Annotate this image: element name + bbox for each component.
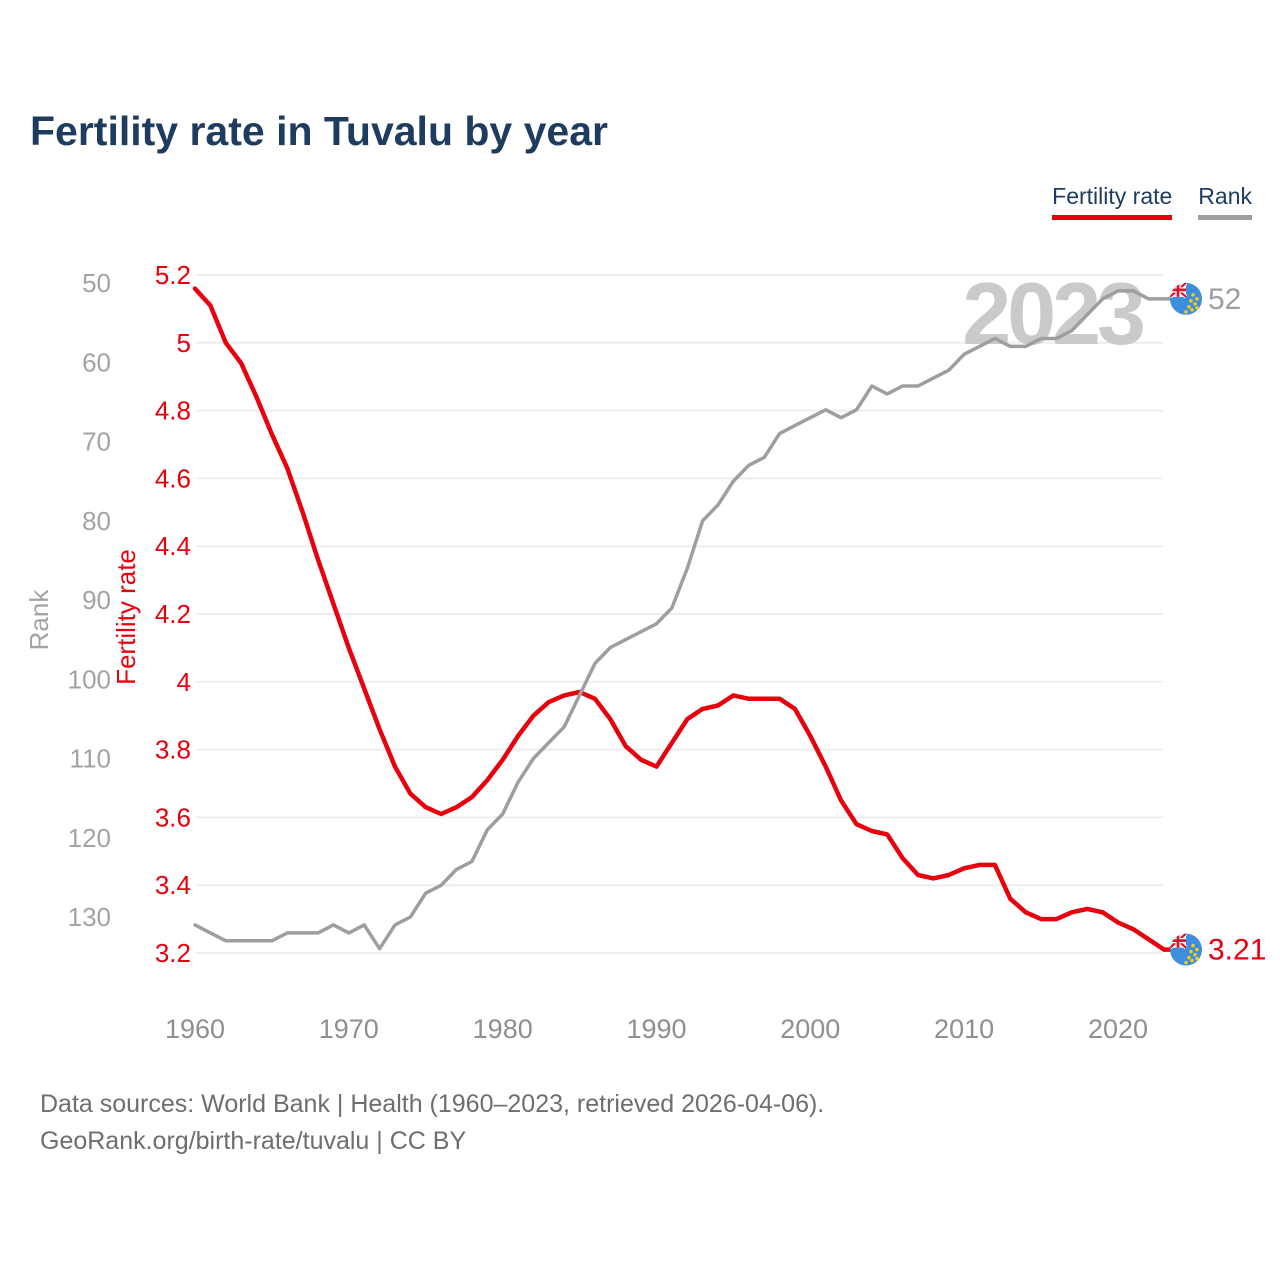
legend-item-rank[interactable]: Rank <box>1198 183 1252 220</box>
flag-star <box>1190 308 1194 312</box>
flag-star <box>1184 310 1188 314</box>
flag-star <box>1187 955 1191 960</box>
rank-end-label: 52 <box>1208 283 1241 316</box>
flag-star <box>1184 960 1188 965</box>
fertility-axis-tick: 5 <box>177 328 191 358</box>
flag-star <box>1195 306 1199 310</box>
x-axis-tick: 2010 <box>934 1014 994 1044</box>
rank-axis-tick: 80 <box>82 506 111 536</box>
rank-axis-tick: 120 <box>68 823 111 853</box>
fertility-rank-chart: 2023 5.2 5 4.8 4.6 4.4 4.2 4 3.8 3.6 3.4 3.2 50 60 70 8… <box>24 260 1266 1044</box>
page-title: Fertility rate in Tuvalu by year <box>30 108 608 154</box>
flag-star <box>1195 947 1199 952</box>
fertility-axis-tick: 3.6 <box>155 802 191 832</box>
data-sources-line: Data sources: World Bank | Health (1960–… <box>40 1090 825 1118</box>
fertility-axis-tick: 3.8 <box>155 735 191 765</box>
x-axis-tick: 1980 <box>473 1014 533 1044</box>
legend-label-rank: Rank <box>1198 183 1252 209</box>
tuvalu-flag-icon <box>1170 933 1202 966</box>
fertility-axis-tick: 4.2 <box>155 599 191 629</box>
fertility-axis-tick: 4.8 <box>155 396 191 426</box>
x-axis-tick: 2020 <box>1088 1014 1148 1044</box>
fertility-axis-tick: 3.2 <box>155 938 191 968</box>
rank-axis-tick: 50 <box>82 268 111 298</box>
flag-star <box>1193 302 1197 306</box>
fertility-axis-tick: 3.4 <box>155 870 191 900</box>
legend-item-fertility-rate[interactable]: Fertility rate <box>1052 183 1173 220</box>
x-axis-tick: 1990 <box>626 1014 686 1044</box>
watermark-year: 2023 <box>962 264 1143 363</box>
rank-axis-tick: 110 <box>70 744 111 774</box>
rank-axis-tick: 90 <box>82 585 111 615</box>
rank-axis-tick: 130 <box>68 902 111 932</box>
rank-line <box>193 289 1188 951</box>
fertility-axis-title: Fertility rate <box>111 549 141 685</box>
fertility-axis-tick: 5.2 <box>155 260 191 290</box>
tuvalu-flag-icon <box>1170 282 1202 315</box>
flag-star <box>1189 949 1193 954</box>
rank-axis-tick: 100 <box>68 664 111 694</box>
fertility-line <box>192 286 1189 952</box>
flag-star <box>1187 305 1191 309</box>
flag-star <box>1191 293 1195 297</box>
chart-footer: Data sources: World Bank | Health (1960–… <box>40 1086 824 1160</box>
flag-star <box>1189 299 1193 303</box>
legend-label-fertility-rate: Fertility rate <box>1052 183 1173 209</box>
rank-axis-title: Rank <box>24 589 54 651</box>
attribution-line: GeoRank.org/birth-rate/tuvalu | CC BY <box>40 1127 467 1155</box>
fertility-axis-tick: 4 <box>177 667 191 697</box>
flag-star <box>1190 958 1194 963</box>
flag-star <box>1195 297 1199 301</box>
x-axis-tick: 1960 <box>165 1014 225 1044</box>
fertility-end-label: 3.21 <box>1208 934 1266 967</box>
rank-axis-tick: 60 <box>82 347 111 377</box>
flag-star <box>1193 952 1197 957</box>
legend: Fertility rate Rank <box>1052 183 1252 220</box>
flag-star <box>1195 956 1199 961</box>
fertility-axis-tick: 4.4 <box>155 531 191 561</box>
x-axis-tick: 1970 <box>319 1014 379 1044</box>
fertility-axis-tick: 4.6 <box>155 463 191 493</box>
x-axis-tick: 2000 <box>780 1014 840 1044</box>
flag-star <box>1191 943 1195 948</box>
rank-axis-tick: 70 <box>82 427 111 457</box>
